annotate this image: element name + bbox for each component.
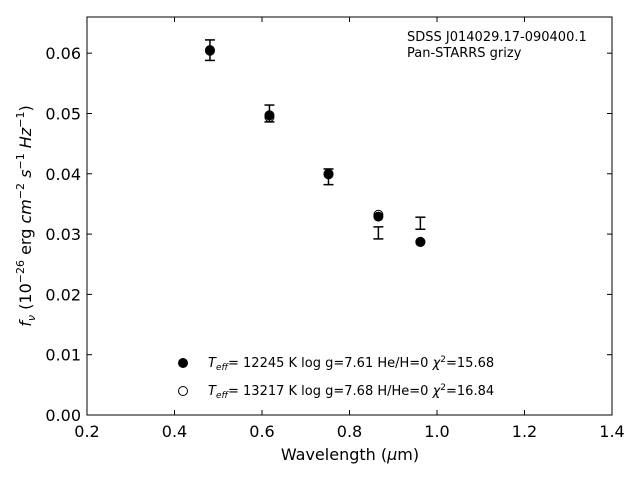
x-tick-label-0: 0.2 xyxy=(74,422,99,441)
legend: Teff= 12245 K log g=7.61 He/H=0 χ2=15.68… xyxy=(178,355,494,401)
y-tick-label-0: 0.00 xyxy=(45,406,81,425)
series-open-markers xyxy=(204,45,426,247)
y-axis-label: fν (10−26 erg cm−2 s−1 Hz−1) xyxy=(14,105,38,326)
y-tick-label-6: 0.06 xyxy=(45,44,81,63)
open-point-3 xyxy=(373,209,384,220)
open-point-1 xyxy=(264,112,275,123)
x-tick-label-1: 0.4 xyxy=(162,422,187,441)
x-axis-ticks: 0.2 0.4 0.6 0.8 1.0 1.2 1.4 xyxy=(74,17,625,441)
annotation-object-name: SDSS J014029.17-090400.1 xyxy=(407,30,587,45)
x-tick-label-5: 1.2 xyxy=(512,422,537,441)
legend-entry-1: Teff= 12245 K log g=7.61 He/H=0 χ2=15.68 xyxy=(208,355,494,373)
x-tick-label-6: 1.4 xyxy=(599,422,624,441)
errorbar-4 xyxy=(415,216,426,231)
open-point-0 xyxy=(204,45,215,56)
y-axis-ticks: 0.00 0.01 0.02 0.03 0.04 0.05 0.06 xyxy=(45,44,612,425)
x-tick-label-3: 0.8 xyxy=(337,422,362,441)
legend-entry-2: Teff= 13217 K log g=7.68 H/He=0 χ2=16.84 xyxy=(208,383,494,401)
y-tick-label-1: 0.01 xyxy=(45,346,81,365)
y-tick-label-2: 0.02 xyxy=(45,285,81,304)
legend-marker-filled xyxy=(178,358,188,368)
open-point-4 xyxy=(415,236,426,247)
x-tick-label-4: 1.0 xyxy=(424,422,449,441)
annotation-survey: Pan-STARRS grizy xyxy=(407,46,522,61)
open-point-2 xyxy=(323,168,334,179)
x-tick-label-2: 0.6 xyxy=(249,422,274,441)
y-tick-label-4: 0.04 xyxy=(45,165,81,184)
y-tick-label-5: 0.05 xyxy=(45,104,81,123)
y-tick-label-3: 0.03 xyxy=(45,225,81,244)
observed-errorbars xyxy=(204,39,426,240)
errorbar-3 xyxy=(373,226,384,240)
legend-marker-open xyxy=(178,386,188,396)
x-axis-label: Wavelength (μm) xyxy=(281,445,419,464)
series-filled-markers xyxy=(204,45,426,247)
